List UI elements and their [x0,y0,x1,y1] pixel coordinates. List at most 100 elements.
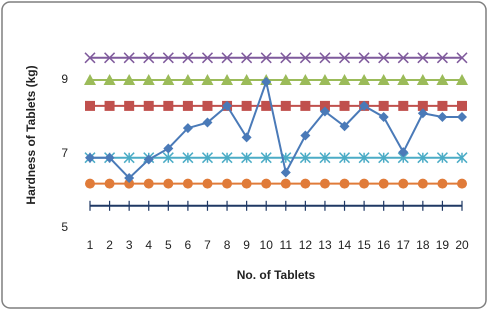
marker [241,132,252,143]
marker [123,74,136,85]
marker [104,100,115,111]
marker [182,100,193,111]
marker [163,100,174,111]
marker [378,178,389,189]
x-tick-label: 18 [416,238,430,252]
marker [437,178,448,189]
x-tick-label: 19 [436,238,450,252]
marker [378,112,389,122]
y-tick-label: 5 [61,220,68,234]
marker [163,143,174,154]
marker [124,178,135,189]
marker [397,52,409,64]
marker [123,52,135,64]
marker [358,52,370,64]
marker [417,52,429,64]
marker [417,100,428,111]
marker [456,52,468,64]
marker [202,100,213,111]
marker [299,74,312,85]
x-tick-label: 1 [87,238,94,252]
marker [84,74,96,85]
x-tick-label: 11 [280,238,293,252]
marker [398,100,409,111]
x-tick-label: 7 [204,238,211,252]
marker [280,178,291,189]
marker [123,152,135,164]
marker [162,152,174,164]
marker [358,74,371,85]
marker [222,178,233,189]
marker [241,178,252,189]
x-tick-label: 12 [299,238,313,252]
marker [398,147,409,158]
marker [436,52,448,64]
marker [339,121,350,132]
marker [299,152,311,164]
marker [84,52,96,64]
marker [299,52,311,64]
marker [319,52,331,64]
marker [280,100,291,111]
marker [261,100,272,111]
x-tick-label: 8 [224,238,231,252]
marker [163,178,174,189]
marker [181,74,194,85]
marker [456,74,468,85]
marker [378,152,390,164]
marker [143,178,154,189]
y-tick-label: 9 [61,72,68,86]
marker [377,74,390,85]
x-tick-label: 15 [357,238,371,252]
marker [201,52,214,64]
marker [162,52,174,64]
marker [240,74,253,85]
marker [124,173,135,184]
marker [359,178,370,189]
marker [241,152,253,164]
marker [436,74,449,85]
series-line [90,78,462,180]
marker [201,74,214,85]
y-tick-label: 7 [61,146,68,160]
marker [104,152,115,163]
marker [417,108,428,119]
x-tick-label: 6 [185,238,192,252]
marker [280,52,292,64]
marker [124,100,135,111]
marker [221,74,234,85]
marker [300,100,311,111]
y-axis-title: Hardness of Tablets (kg) [24,65,38,204]
marker [260,152,272,164]
marker [436,152,448,164]
marker [142,74,155,85]
marker [221,52,233,64]
marker [201,152,214,164]
x-tick-label: 3 [126,238,133,252]
marker [319,178,330,189]
marker [182,152,194,164]
marker [338,74,351,85]
x-tick-label: 16 [377,238,391,252]
marker [416,74,429,85]
marker [260,52,272,64]
marker [457,178,467,189]
marker [437,112,448,122]
marker [319,106,330,117]
x-tick-label: 14 [338,238,352,252]
marker [339,100,350,111]
marker [319,100,330,111]
marker [338,152,351,164]
marker [398,178,409,189]
marker [104,178,115,189]
marker [397,74,410,85]
marker [417,178,428,189]
marker [318,74,331,85]
x-tick-label: 5 [165,238,172,252]
x-tick-label: 2 [106,238,113,252]
marker [85,178,95,189]
marker [437,100,448,111]
marker [338,52,351,64]
marker [339,178,350,189]
